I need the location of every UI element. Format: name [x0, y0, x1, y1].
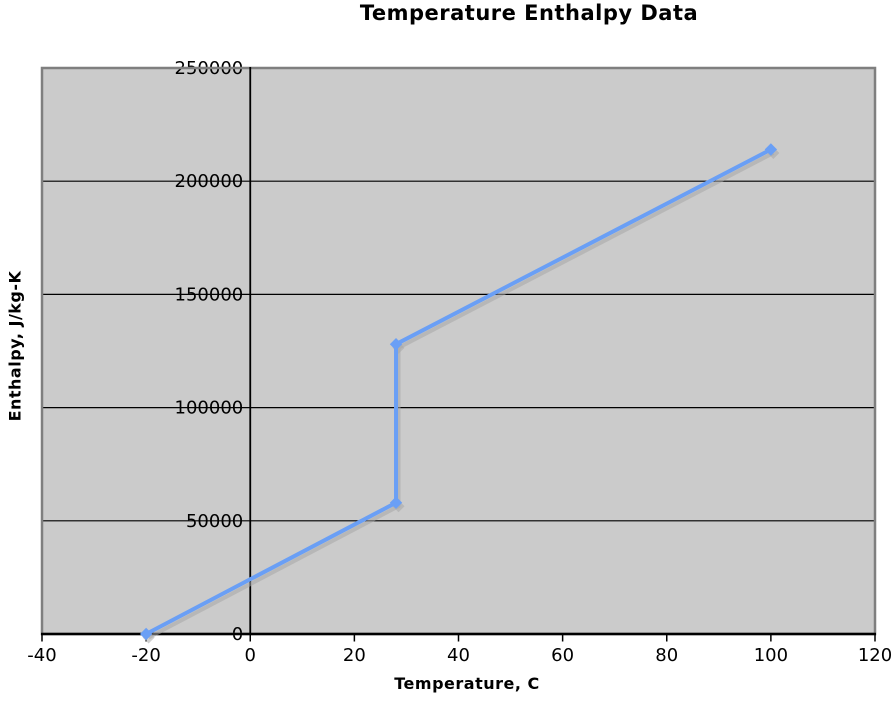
x-tick-label: 0 [245, 645, 256, 666]
x-tick-label: 20 [343, 645, 366, 666]
x-tick-label: 40 [447, 645, 470, 666]
x-tick-label: 100 [754, 645, 788, 666]
series-shadow [147, 151, 775, 640]
x-tick-label: 120 [858, 645, 892, 666]
x-axis-title: Temperature, C [394, 674, 540, 693]
data-point-marker [764, 143, 778, 156]
data-point-marker [139, 627, 153, 641]
data-point-marker [389, 496, 403, 509]
x-tick-label: -20 [131, 645, 160, 666]
y-axis-title: Enthalpy, J/kg-K [5, 270, 25, 422]
data-point-marker [389, 338, 403, 351]
series-line [144, 147, 773, 636]
x-tick-label: 60 [551, 645, 574, 666]
x-tick-label: -40 [27, 645, 56, 666]
plot-background [42, 68, 875, 634]
chart-title: Temperature Enthalpy Data [359, 1, 699, 25]
x-tick-label: 80 [655, 645, 678, 666]
